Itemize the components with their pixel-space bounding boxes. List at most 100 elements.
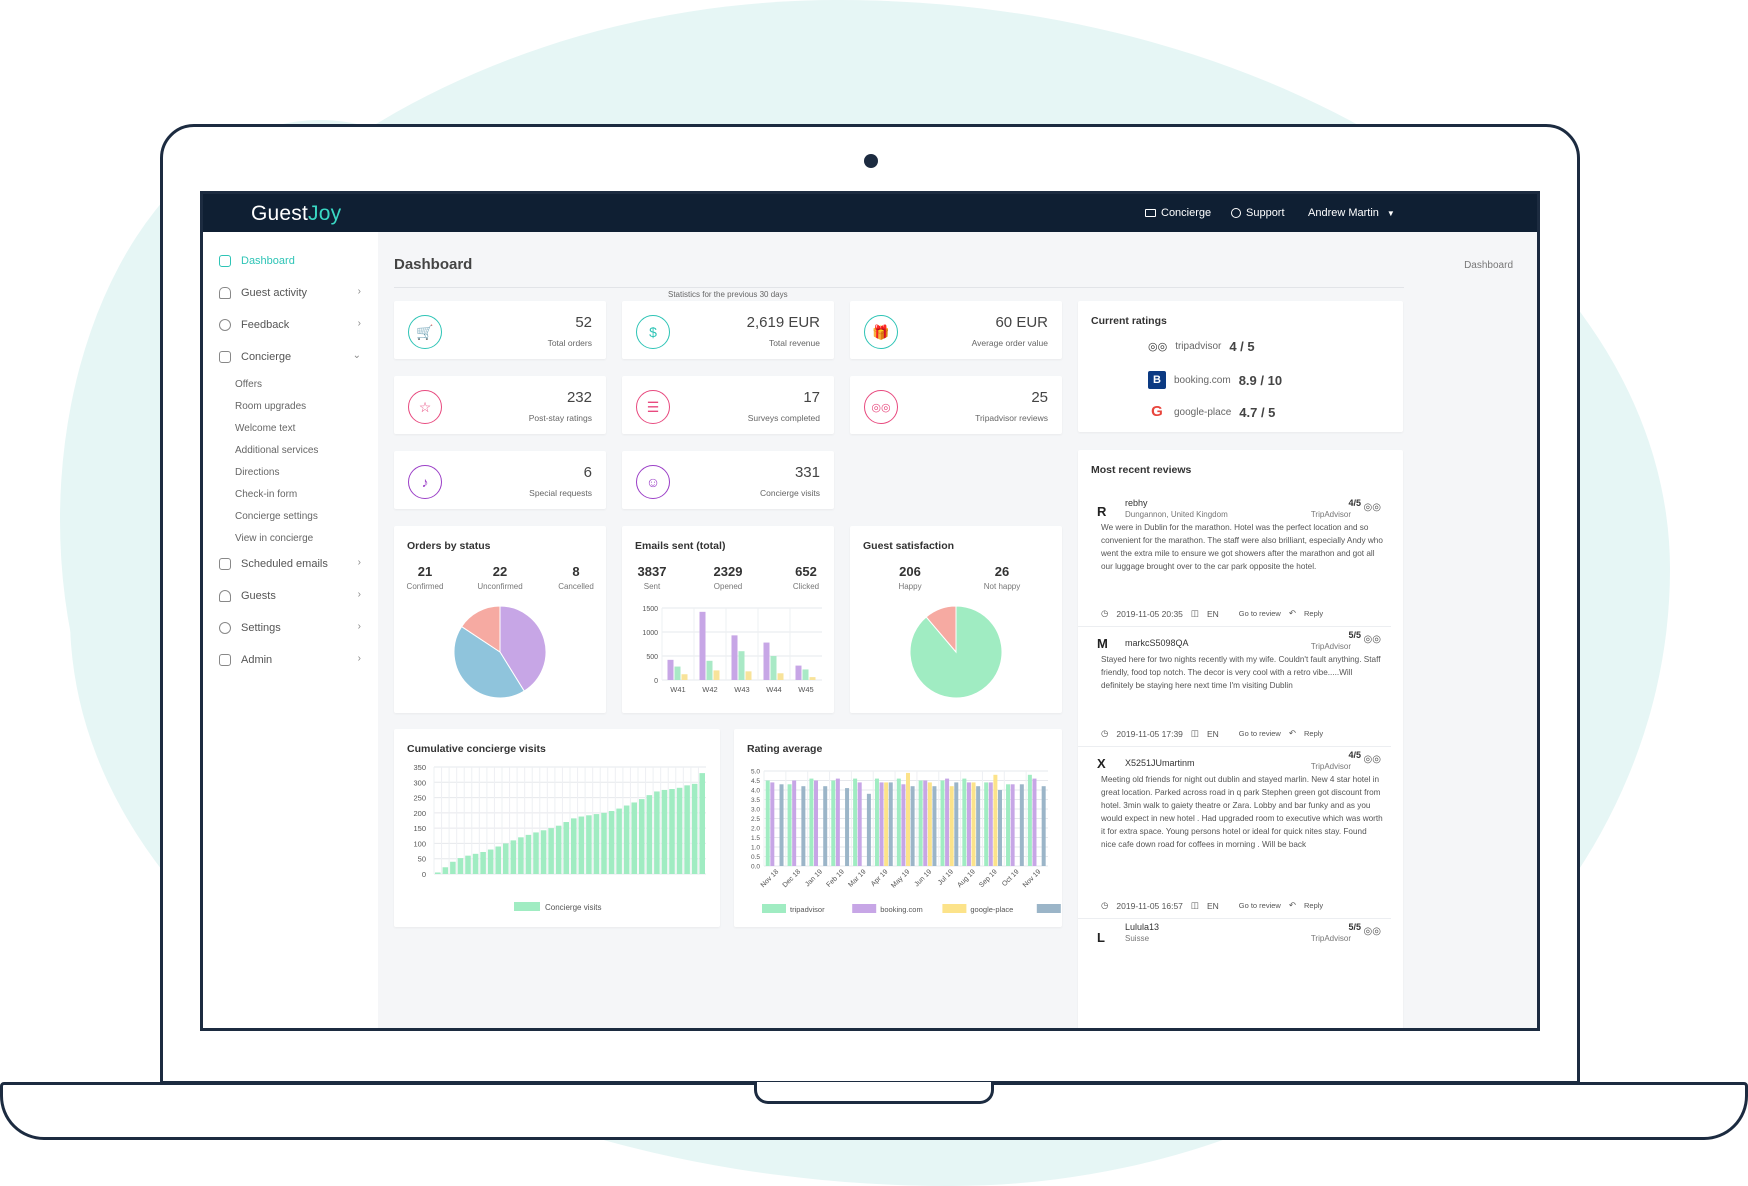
reviewer-name[interactable]: X5251JUmartinm — [1125, 758, 1195, 768]
legend-swatch — [852, 904, 877, 913]
stat-label: Total orders — [547, 338, 592, 348]
x-tick-label: Nov 19 — [1022, 868, 1043, 889]
stat-card-average-order-value[interactable]: 🎁 60 EUR Average order value — [850, 301, 1062, 359]
main-content: Dashboard Dashboard Statistics for the p… — [378, 232, 1537, 1028]
stat-card-concierge-visits[interactable]: ☺ 331 Concierge visits — [622, 451, 834, 509]
page-title: Dashboard — [394, 256, 473, 273]
bar — [495, 846, 501, 874]
bar — [1041, 786, 1046, 866]
y-tick-label: 100 — [413, 839, 426, 848]
sidebar-item-admin[interactable]: Admin › — [219, 649, 369, 671]
reply-link[interactable]: Reply — [1303, 609, 1324, 618]
y-tick-label: 1000 — [642, 630, 658, 637]
card-title: Most recent reviews — [1091, 464, 1192, 476]
bar — [706, 660, 713, 680]
sidebar-sub-check-in-form[interactable]: Check-in form — [235, 489, 298, 500]
sidebar-item-label: Guests — [241, 590, 276, 602]
sidebar-sub-room-upgrades[interactable]: Room upgrades — [235, 401, 307, 412]
x-tick-label: W43 — [734, 685, 749, 694]
bell-icon — [219, 287, 231, 299]
bar — [853, 778, 858, 866]
user-menu[interactable]: Andrew Martin ▼ — [1308, 207, 1395, 219]
sidebar-item-dashboard[interactable]: Dashboard — [219, 250, 369, 272]
stat-card-special-requests[interactable]: ♪ 6 Special requests — [394, 451, 606, 509]
reply-link[interactable]: Reply — [1303, 901, 1324, 910]
topnav-support[interactable]: Support — [1231, 207, 1285, 219]
bar — [661, 789, 668, 874]
rating-row-booking: B booking.com 8.9 / 10 — [1148, 371, 1282, 389]
sidebar-item-guests[interactable]: Guests › — [219, 585, 369, 607]
topnav-concierge[interactable]: Concierge — [1145, 207, 1211, 219]
app-logo[interactable]: GuestJoy — [251, 202, 341, 226]
stat-card-total-revenue[interactable]: $ 2,619 EUR Total revenue — [622, 301, 834, 359]
bar — [571, 818, 577, 874]
tripadvisor-owl-icon: ◎◎ — [1363, 754, 1381, 765]
sidebar-sub-offers[interactable]: Offers — [235, 379, 263, 390]
y-tick-label: 50 — [418, 855, 426, 864]
bar — [601, 812, 607, 874]
go-to-review-link[interactable]: Go to review — [1238, 901, 1281, 910]
sidebar-sub-concierge-settings[interactable]: Concierge settings — [235, 511, 318, 522]
legend-swatch — [514, 902, 540, 911]
review-text: We were in Dublin for the marathon. Hote… — [1101, 523, 1383, 571]
logo-guest-text: Guest — [251, 202, 309, 225]
lock-icon — [219, 654, 231, 666]
breadcrumb[interactable]: Dashboard — [1464, 260, 1513, 271]
sidebar-item-concierge[interactable]: Concierge ⌄ — [219, 346, 369, 368]
stat-label: Surveys completed — [747, 413, 820, 423]
current-ratings-card: Current ratings ◎◎ tripadvisor 4 / 5 B b… — [1078, 301, 1403, 432]
stat-card-tripadvisor-reviews[interactable]: ◎◎ 25 Tripadvisor reviews — [850, 376, 1062, 434]
sidebar-item-feedback[interactable]: Feedback › — [219, 314, 369, 336]
bar — [997, 790, 1002, 866]
stat-value: 52 — [575, 314, 592, 331]
bar — [563, 822, 569, 874]
review-score: 5/5 — [1348, 922, 1361, 932]
sidebar-sub-view-in-concierge[interactable]: View in concierge — [235, 533, 314, 544]
bar — [792, 780, 797, 866]
sidebar-sub-welcome-text[interactable]: Welcome text — [235, 423, 296, 434]
bar — [540, 830, 547, 874]
sidebar-item-scheduled-emails[interactable]: Scheduled emails › — [219, 553, 369, 575]
bar — [681, 674, 688, 680]
bar — [593, 814, 600, 874]
cancelled-count: 8 — [572, 564, 580, 579]
bar — [918, 780, 923, 866]
card-title: Current ratings — [1091, 315, 1167, 327]
sidebar-sub-directions[interactable]: Directions — [235, 467, 280, 478]
gift-icon: 🎁 — [864, 315, 898, 349]
rating-row-google: G google-place 4.7 / 5 — [1148, 403, 1275, 421]
bar — [984, 782, 989, 866]
stat-card-surveys-completed[interactable]: ☰ 17 Surveys completed — [622, 376, 834, 434]
sidebar-item-label: Dashboard — [241, 255, 295, 267]
go-to-review-link[interactable]: Go to review — [1238, 609, 1281, 618]
legend-swatch — [762, 904, 786, 913]
review-item: L Lulula13 Suisse 5/5 TripAdvisor ◎◎ — [1091, 918, 1381, 958]
rating-average-card: Rating average 5.0 4.5 4.0 3.5 3.0 2.5 2.0 1.5 1… — [734, 729, 1062, 927]
orders-pie-chart — [453, 605, 547, 699]
y-tick-label: 150 — [413, 824, 426, 833]
y-tick-label: 5.0 — [751, 769, 760, 776]
review-date: 2019-11-05 16:57 — [1116, 900, 1183, 911]
review-date: 2019-11-05 17:39 — [1116, 728, 1183, 739]
bar — [971, 782, 976, 866]
title-divider — [394, 287, 1404, 288]
go-to-review-link[interactable]: Go to review — [1238, 729, 1281, 738]
reviewer-name[interactable]: rebhy — [1125, 498, 1148, 508]
reply-link[interactable]: Reply — [1303, 729, 1324, 738]
bar — [763, 642, 770, 680]
sidebar-item-settings[interactable]: Settings › — [219, 617, 369, 639]
bar — [857, 782, 862, 866]
rating-source: google-place — [1174, 406, 1232, 418]
sidebar-sub-additional-services[interactable]: Additional services — [235, 445, 319, 456]
y-tick-label: 0 — [654, 678, 658, 685]
bar — [809, 677, 816, 680]
stat-card-total-orders[interactable]: 🛒 52 Total orders — [394, 301, 606, 359]
sidebar-item-guest-activity[interactable]: Guest activity › — [219, 282, 369, 304]
stat-value: 331 — [794, 464, 820, 481]
stat-card-post-stay-ratings[interactable]: ☆ 232 Post-stay ratings — [394, 376, 606, 434]
confirmed-count: 21 — [417, 564, 433, 579]
x-tick-label: May 19 — [890, 868, 911, 889]
y-tick-label: 300 — [413, 778, 426, 787]
reviewer-name[interactable]: Lulula13 — [1125, 922, 1160, 932]
reviewer-name[interactable]: markcS5098QA — [1125, 638, 1189, 648]
